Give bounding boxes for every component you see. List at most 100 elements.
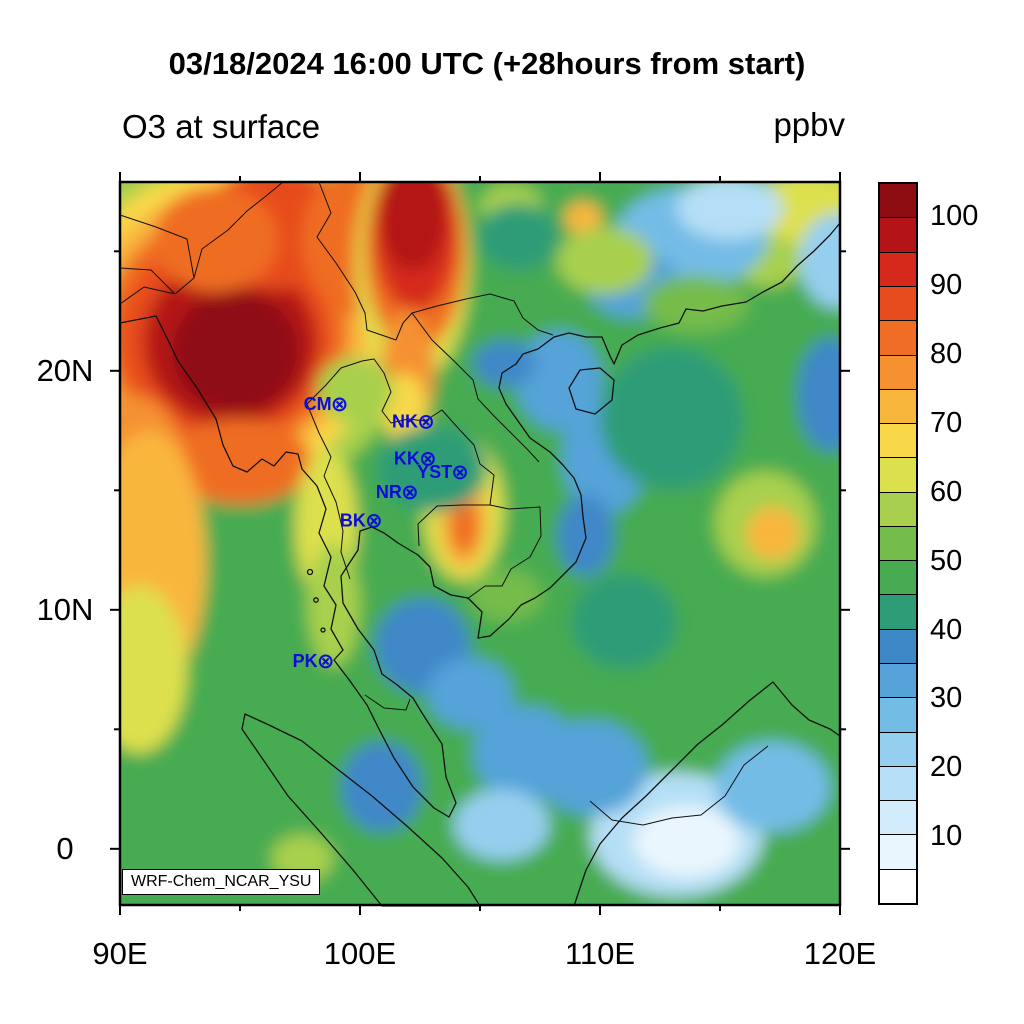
field-blob	[796, 337, 840, 453]
station-label-KK: KK	[394, 449, 420, 469]
field-blob	[676, 182, 783, 240]
field-blob	[746, 507, 800, 560]
field-blob	[600, 346, 744, 491]
x-axis-label: 120E	[803, 936, 877, 971]
colorbar-segment	[880, 731, 916, 766]
field-blob	[376, 425, 488, 512]
colorbar-segment	[880, 525, 916, 561]
colorbar-segment	[880, 800, 916, 835]
station-symbol-KK: ⊗	[419, 448, 437, 471]
station-label-NR: NR	[376, 482, 402, 502]
colorbar-segment	[880, 285, 916, 321]
colorbar-segment	[880, 491, 916, 526]
colorbar-tick-label: 10	[930, 820, 963, 853]
colorbar-tick-label: 50	[930, 544, 963, 577]
field-blob	[472, 339, 536, 388]
colorbar-tick-label: 60	[930, 475, 963, 508]
colorbar-segment	[880, 388, 916, 424]
map-plot: ⊗CM⊗NK⊗KK⊗YST⊗NR⊗BK⊗PK	[110, 172, 850, 915]
colorbar-tick-label: 100	[930, 200, 979, 233]
station-label-BK: BK	[340, 511, 366, 531]
colorbar-segment	[880, 628, 916, 664]
colorbar-segment	[880, 217, 916, 252]
colorbar-segment	[880, 834, 916, 869]
colorbar-tick-label: 80	[930, 338, 963, 371]
field-blob	[120, 586, 188, 754]
map-frame	[118, 180, 842, 907]
field-blob	[633, 805, 740, 878]
station-symbol-PK: ⊗	[317, 650, 335, 673]
station-symbol-CM: ⊗	[331, 393, 349, 416]
station-label-PK: PK	[293, 651, 318, 671]
colorbar-segment	[880, 423, 916, 458]
border-upper-left	[119, 214, 195, 279]
variable-label: O3 at surface	[122, 108, 321, 145]
field-blob	[470, 569, 543, 622]
field-blob	[799, 213, 840, 309]
y-axis-label: 0	[56, 830, 74, 866]
station-symbol-BK: ⊗	[365, 510, 383, 533]
field-blob	[307, 542, 360, 668]
colorbar	[878, 182, 918, 905]
y-axis-label: 10N	[36, 591, 94, 627]
border-laos-vietnam	[411, 312, 540, 463]
station-symbol-YST: ⊗	[451, 461, 469, 484]
field-blob	[472, 705, 579, 801]
border-china-south	[316, 181, 554, 341]
colorbar-segment	[880, 457, 916, 492]
geography-layer	[119, 181, 841, 907]
coastline-hainan	[568, 367, 615, 415]
station-label-NK: NK	[392, 412, 418, 432]
y-axis-label: 20N	[36, 352, 94, 388]
colorbar-tick-label: 20	[930, 751, 963, 784]
field-blob	[450, 497, 479, 555]
station-symbol-NK: ⊗	[417, 411, 435, 434]
field-blob	[453, 789, 550, 861]
border-cambodia-vietnam	[466, 504, 542, 600]
field-blob	[516, 330, 603, 431]
field-blob	[715, 741, 831, 833]
page-title: 03/18/2024 16:00 UTC (+28hours from star…	[168, 46, 806, 81]
border-thailand-laos-cambodia	[361, 358, 495, 547]
colorbar-segment	[880, 560, 916, 595]
colorbar-segment	[880, 663, 916, 698]
x-axis-label: 100E	[323, 936, 397, 971]
field-blob	[477, 203, 560, 271]
model-credit-badge: WRF-Chem_NCAR_YSU	[122, 869, 321, 895]
colorbar-segment	[880, 251, 916, 286]
border-india-myanmar	[119, 181, 284, 295]
field-blob	[799, 182, 840, 223]
island-icon	[306, 568, 314, 576]
border-bangladesh	[119, 286, 176, 305]
units-label: ppbv	[773, 106, 845, 143]
field-blob	[571, 574, 677, 670]
field-blob	[643, 275, 749, 333]
colorbar-tick-label: 40	[930, 613, 963, 646]
colorbar-tick-label: 30	[930, 682, 963, 715]
border-borneo-interior	[589, 745, 769, 826]
field-blob	[556, 227, 653, 295]
colorbar-tick-label: 70	[930, 407, 963, 439]
station-markers-layer: ⊗CM⊗NK⊗KK⊗YST⊗NR⊗BK⊗PK	[293, 393, 469, 673]
coastline-mainland	[119, 222, 841, 818]
colorbar-tick-label: 90	[930, 269, 963, 302]
colorbar-segment	[880, 594, 916, 629]
border-myanmar-thailand	[306, 360, 363, 580]
field-blob	[172, 291, 298, 412]
border-malaysia-thailand	[364, 694, 411, 711]
station-label-CM: CM	[304, 394, 332, 414]
colorbar-segment	[880, 184, 916, 218]
colorbar-segment	[880, 868, 916, 903]
colorbar-segment	[880, 354, 916, 389]
field-blob	[168, 418, 312, 505]
field-blob	[427, 657, 514, 730]
island-icon	[320, 627, 326, 633]
colorbar-segment	[880, 765, 916, 801]
station-label-YST: YST	[417, 462, 452, 482]
coastline-sumatra	[241, 713, 481, 907]
field-blob	[340, 741, 423, 833]
station-symbol-NR: ⊗	[401, 481, 419, 504]
field-blob	[564, 201, 603, 235]
field-blob	[379, 182, 447, 271]
